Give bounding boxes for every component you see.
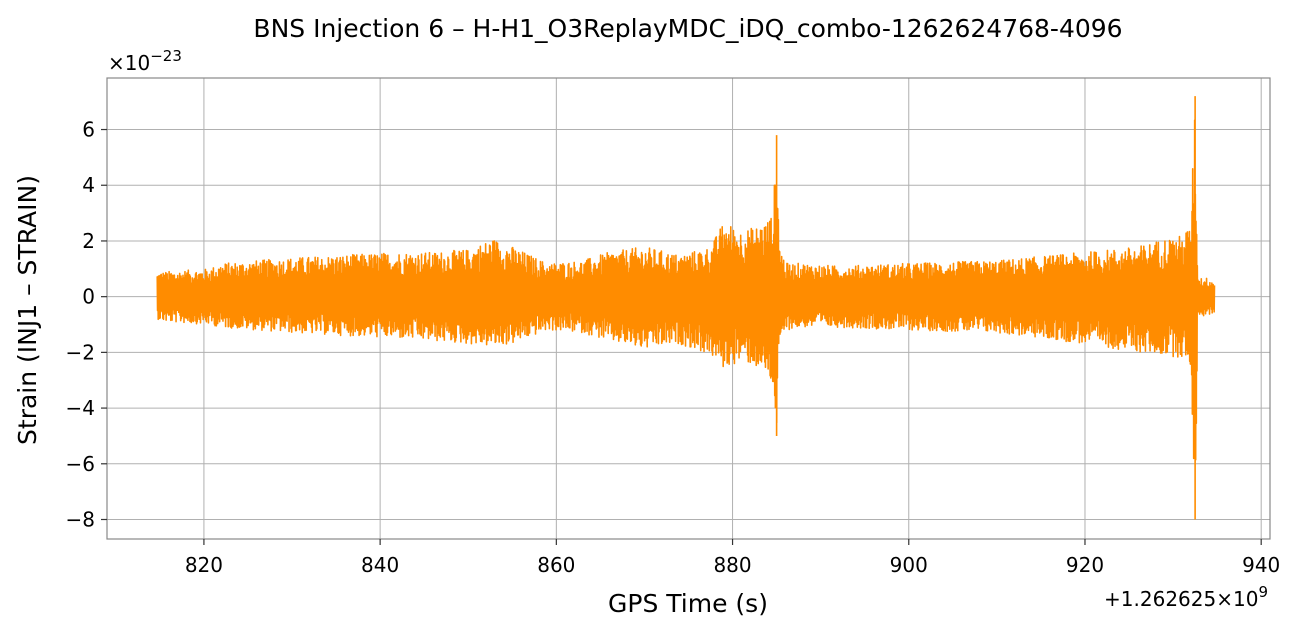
y-scale-base: ×10 <box>108 51 150 75</box>
x-offset-base: +1.262625×10 <box>1104 587 1258 611</box>
y-scale-label: ×10−23 <box>108 47 182 75</box>
y-tick-label: −4 <box>66 396 95 420</box>
data-layer <box>156 96 1216 520</box>
strain-series-line <box>156 96 1216 520</box>
x-tick-label: 900 <box>890 553 928 577</box>
y-tick-label: −2 <box>66 340 95 364</box>
x-tick-label: 920 <box>1066 553 1104 577</box>
x-tick-label: 860 <box>537 553 575 577</box>
y-tick-label: 0 <box>82 285 95 309</box>
y-tick-label: 4 <box>82 173 95 197</box>
tick-layer: 820 840 860 880 900 920 940 −8 −6 −4 −2 0 2 4 6 <box>66 118 1281 577</box>
plot-frame <box>106 77 1271 540</box>
x-offset-exponent: 9 <box>1258 583 1268 601</box>
y-tick-label: −8 <box>66 508 95 532</box>
x-axis-label: GPS Time (s) <box>608 589 768 618</box>
y-tick-label: 6 <box>82 118 95 142</box>
chart-title: BNS Injection 6 – H-H1_O3ReplayMDC_iDQ_c… <box>253 14 1122 43</box>
y-tick-label: 2 <box>82 229 95 253</box>
x-tick-label: 940 <box>1242 553 1280 577</box>
x-tick-label: 820 <box>185 553 223 577</box>
x-tick-label: 880 <box>713 553 751 577</box>
y-scale-exponent: −23 <box>150 47 182 65</box>
x-offset-label: +1.262625×109 <box>1104 583 1268 611</box>
y-tick-label: −6 <box>66 452 95 476</box>
x-tick-label: 840 <box>361 553 399 577</box>
y-axis-label: Strain (INJ1 – STRAIN) <box>13 175 42 445</box>
